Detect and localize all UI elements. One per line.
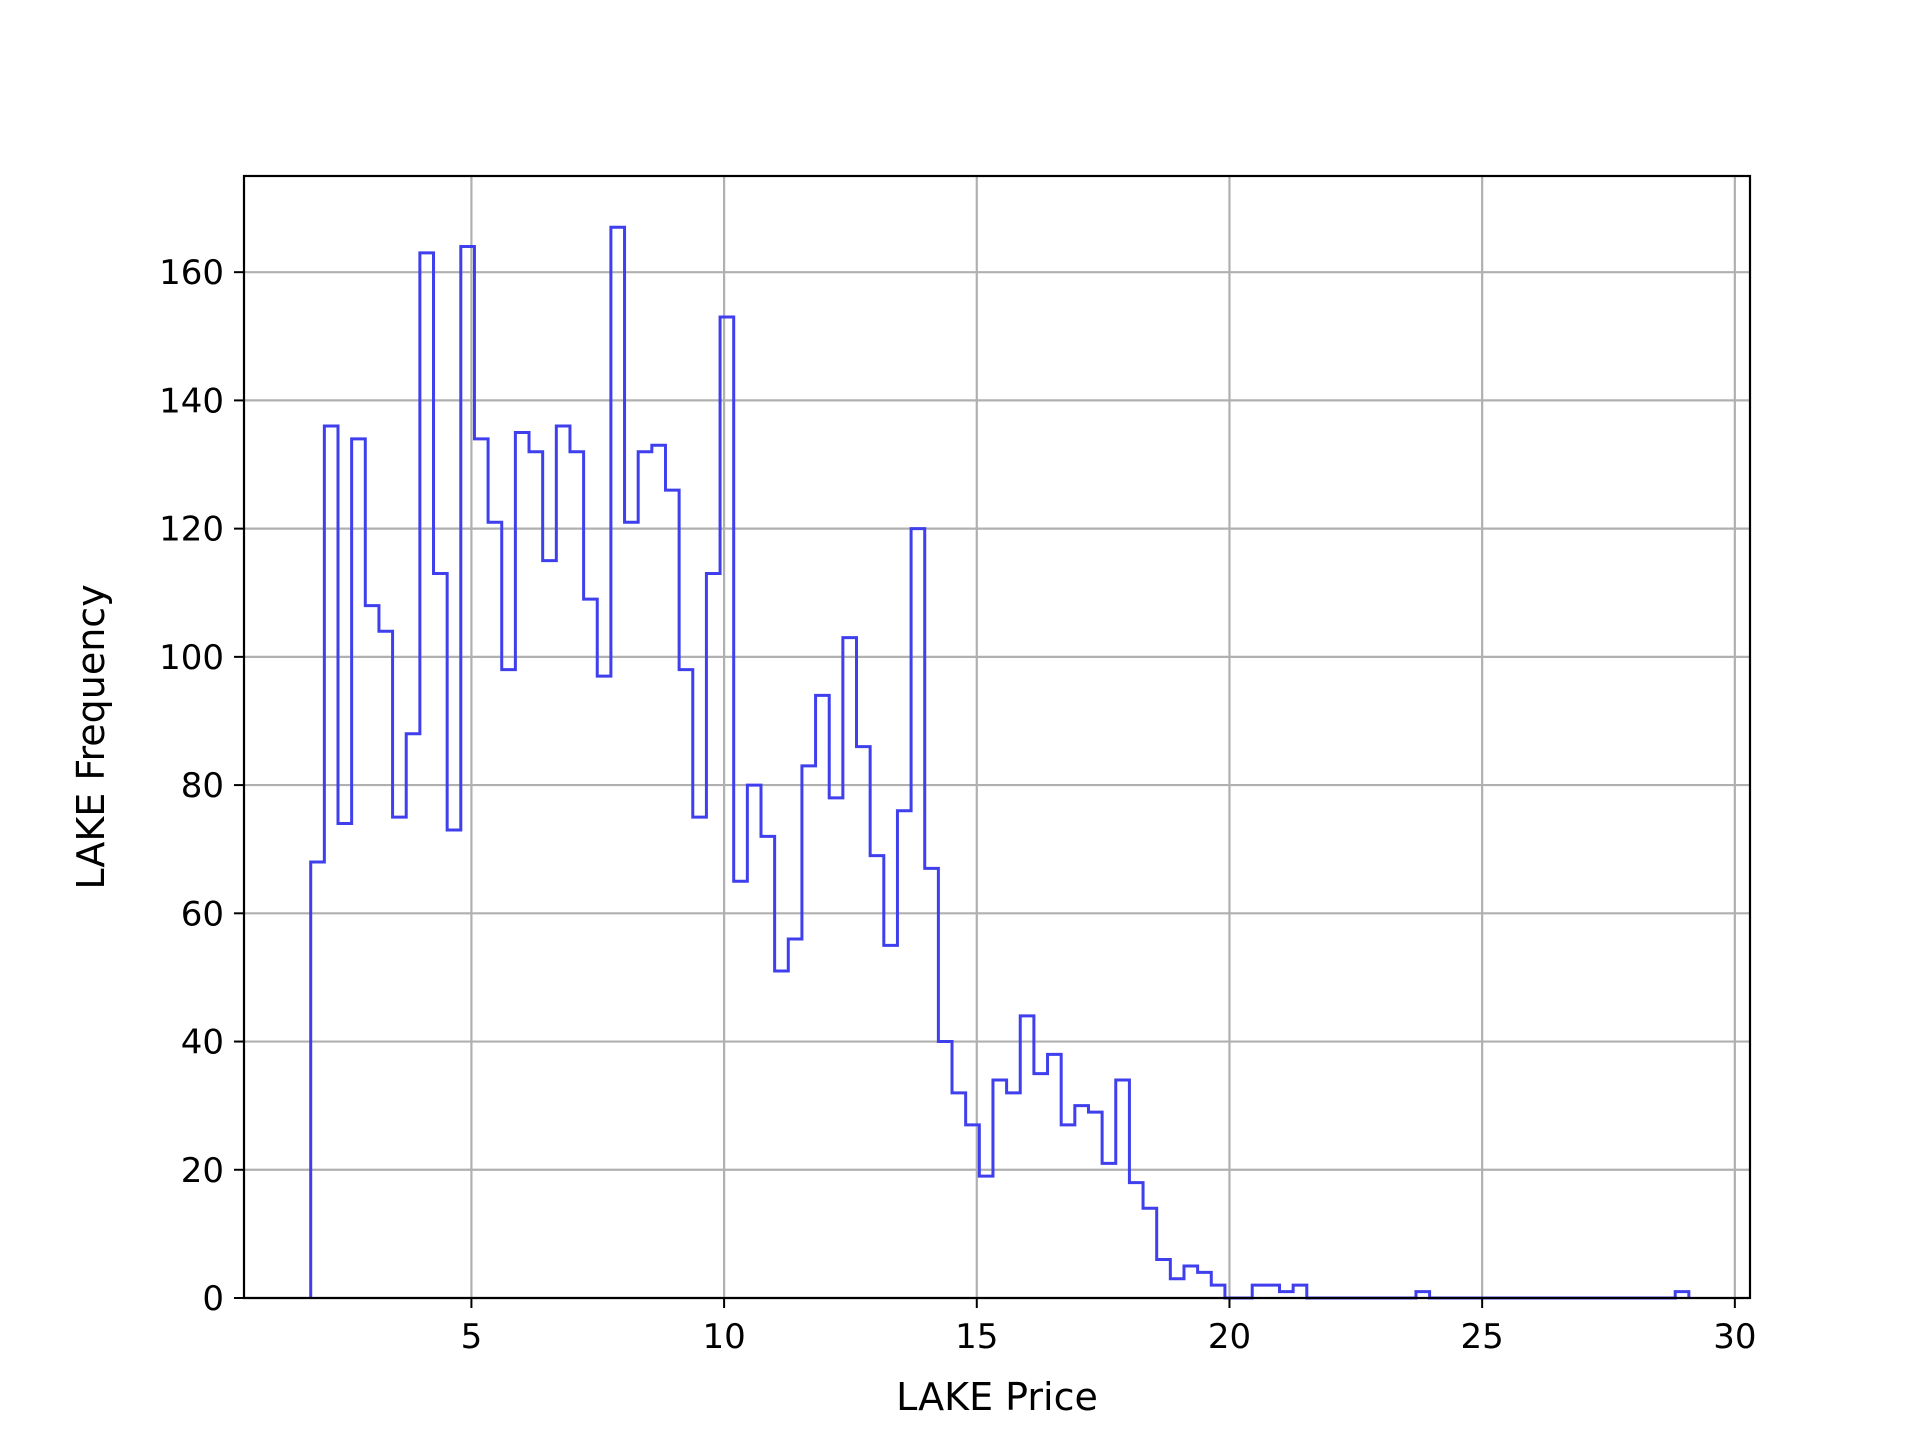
y-tick-label: 140 bbox=[159, 381, 224, 421]
y-tick-label: 120 bbox=[159, 510, 224, 550]
grid-layer bbox=[244, 176, 1750, 1300]
x-tick-label: 25 bbox=[1461, 1317, 1504, 1357]
x-tick-label: 20 bbox=[1208, 1317, 1251, 1357]
y-tick-label: 60 bbox=[181, 894, 224, 934]
histogram-bin bbox=[515, 432, 529, 1298]
histogram-bin bbox=[979, 1176, 993, 1298]
histogram-bin bbox=[338, 824, 352, 1298]
histogram-bin bbox=[1184, 1266, 1198, 1298]
histogram-bin bbox=[1170, 1279, 1184, 1298]
histogram-bin bbox=[829, 798, 843, 1298]
histogram-bin bbox=[352, 439, 366, 1298]
histogram-bin bbox=[706, 574, 720, 1298]
histogram-bin bbox=[461, 247, 475, 1298]
histogram-bin bbox=[474, 439, 488, 1298]
x-tick-label: 5 bbox=[461, 1317, 483, 1357]
histogram-bin bbox=[720, 317, 734, 1298]
histogram-bin bbox=[1143, 1208, 1157, 1298]
histogram-bin bbox=[1252, 1285, 1266, 1298]
histogram-bin bbox=[584, 599, 598, 1298]
histogram-bin bbox=[993, 1080, 1007, 1298]
histogram-bin bbox=[379, 631, 393, 1298]
histogram-bin bbox=[652, 445, 666, 1298]
histogram-bin bbox=[1198, 1272, 1212, 1298]
histogram-bin bbox=[870, 856, 884, 1298]
y-tick-label: 100 bbox=[159, 638, 224, 678]
histogram-bin bbox=[625, 522, 639, 1298]
histogram-bin bbox=[1020, 1016, 1034, 1298]
histogram-bin bbox=[761, 836, 775, 1298]
histogram-bin bbox=[447, 830, 461, 1298]
y-axis-label: LAKE Frequency bbox=[69, 584, 113, 889]
plot-frame bbox=[242, 174, 1752, 1300]
y-tick-label: 20 bbox=[181, 1151, 224, 1191]
histogram-bin bbox=[1157, 1260, 1171, 1298]
histogram-bin bbox=[543, 561, 557, 1298]
y-tick-label: 80 bbox=[181, 766, 224, 806]
y-tick-label: 160 bbox=[159, 253, 224, 293]
histogram-bin bbox=[406, 734, 420, 1298]
histogram-bin bbox=[1102, 1163, 1116, 1298]
histogram-bin bbox=[734, 881, 748, 1298]
histogram-bin bbox=[393, 817, 407, 1298]
histogram-bin bbox=[952, 1093, 966, 1298]
histogram-bin bbox=[1293, 1285, 1307, 1298]
histogram-bin bbox=[802, 766, 816, 1298]
histogram-bin bbox=[1048, 1054, 1062, 1298]
histogram-bin bbox=[1211, 1285, 1225, 1298]
histogram-bin bbox=[434, 574, 448, 1298]
histogram-bin bbox=[857, 747, 871, 1298]
histogram-bin bbox=[638, 452, 652, 1298]
histogram-bin bbox=[311, 862, 325, 1298]
histogram-bin bbox=[1129, 1183, 1143, 1298]
histogram-bin bbox=[1266, 1285, 1280, 1298]
x-tick-label: 30 bbox=[1713, 1317, 1756, 1357]
histogram-bin bbox=[1075, 1106, 1089, 1298]
histogram-bin bbox=[925, 868, 939, 1298]
x-tick-label: 15 bbox=[955, 1317, 998, 1357]
histogram-bin bbox=[556, 426, 570, 1298]
histogram-bin bbox=[679, 670, 693, 1298]
histogram-bin bbox=[597, 676, 611, 1298]
y-tick-label: 40 bbox=[181, 1023, 224, 1063]
histogram-bin bbox=[884, 945, 898, 1298]
x-axis-label: LAKE Price bbox=[896, 1375, 1098, 1419]
y-tick-label: 0 bbox=[202, 1279, 224, 1319]
histogram-bin bbox=[911, 529, 925, 1298]
histogram-bin bbox=[365, 606, 379, 1298]
histogram-bin bbox=[966, 1125, 980, 1298]
histogram-bin bbox=[1034, 1074, 1048, 1298]
histogram-bin bbox=[502, 670, 516, 1298]
histogram-bin bbox=[420, 253, 434, 1298]
histogram-bin bbox=[843, 638, 857, 1298]
histogram-bin bbox=[488, 522, 502, 1298]
histogram-bin bbox=[693, 817, 707, 1298]
histogram-bin bbox=[775, 971, 789, 1298]
histogram-bin bbox=[938, 1042, 952, 1298]
x-tick-label: 10 bbox=[702, 1317, 745, 1357]
tick-layer: 5 10 15 20 25 30 0 20 40 60 80 100 120 140 160 bbox=[159, 253, 1756, 1357]
histogram-bin bbox=[816, 695, 830, 1298]
histogram-bin bbox=[1007, 1093, 1021, 1298]
histogram-bin bbox=[1061, 1125, 1075, 1298]
histogram-bin bbox=[1116, 1080, 1130, 1298]
histogram-bin bbox=[529, 452, 543, 1298]
histogram-bin bbox=[897, 811, 911, 1298]
histogram-bin bbox=[1088, 1112, 1102, 1298]
histogram-bin bbox=[665, 490, 679, 1298]
histogram-bin bbox=[570, 452, 584, 1298]
histogram-bin bbox=[611, 227, 625, 1298]
histogram-bin bbox=[324, 426, 338, 1298]
histogram-bin bbox=[747, 785, 761, 1298]
histogram-bin bbox=[788, 939, 802, 1298]
